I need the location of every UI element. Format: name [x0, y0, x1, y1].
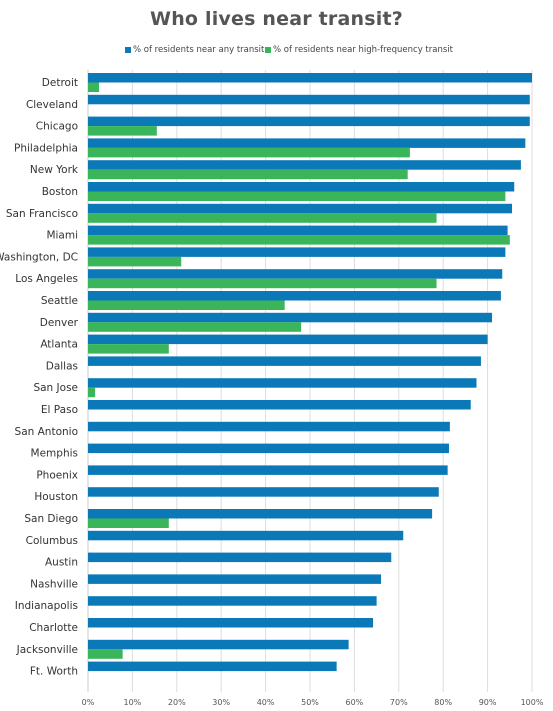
category-label-atlanta: Atlanta [40, 339, 78, 351]
bar-any-transit-el-paso [88, 400, 471, 410]
bar-high-frequency-seattle [88, 300, 285, 310]
x-tick-label: 30% [212, 698, 230, 707]
bar-any-transit-nashville [88, 574, 382, 584]
bar-high-frequency-san-diego [88, 518, 169, 528]
category-label-charlotte: Charlotte [29, 622, 78, 634]
legend: % of residents near any transit % of res… [0, 45, 553, 59]
bar-any-transit-atlanta [88, 334, 488, 345]
bar-high-frequency-philadelphia [88, 147, 410, 158]
category-label-indianapolis: Indianapolis [15, 600, 78, 612]
category-label-san-jose: San Jose [33, 382, 78, 394]
bar-any-transit-detroit [88, 73, 532, 83]
bar-any-transit-boston [88, 182, 515, 192]
bar-any-transit-new-york [88, 160, 521, 170]
category-label-nashville: Nashville [30, 578, 78, 590]
category-label-denver: Denver [40, 317, 79, 329]
category-label-el-paso: El Paso [41, 404, 78, 416]
bar-high-frequency-washington-dc [88, 256, 182, 267]
bar-any-transit-denver [88, 312, 493, 323]
category-label-los-angeles: Los Angeles [15, 273, 78, 285]
bar-any-transit-columbus [88, 530, 404, 541]
x-tick-label: 70% [390, 698, 408, 707]
category-label-san-diego: San Diego [24, 513, 78, 525]
category-label-san-antonio: San Antonio [15, 426, 78, 438]
bar-any-transit-houston [88, 487, 439, 497]
legend-item-any-transit: % of residents near any transit [125, 45, 264, 55]
bar-any-transit-los-angeles [88, 269, 503, 279]
bar-high-frequency-denver [88, 322, 302, 332]
bar-high-frequency-miami [88, 235, 510, 245]
bar-high-frequency-los-angeles [88, 278, 437, 289]
x-tick-label: 0% [82, 698, 95, 707]
category-label-philadelphia: Philadelphia [14, 142, 78, 154]
bar-any-transit-ft-worth [88, 661, 337, 672]
x-tick-label: 100% [521, 698, 544, 707]
bar-high-frequency-atlanta [88, 344, 169, 354]
bar-high-frequency-detroit [88, 82, 100, 92]
category-label-chicago: Chicago [36, 121, 78, 133]
category-label-columbus: Columbus [26, 535, 78, 547]
bar-any-transit-cleveland [88, 94, 530, 105]
bar-any-transit-indianapolis [88, 596, 377, 606]
x-tick-label: 50% [301, 698, 319, 707]
category-label-houston: Houston [34, 491, 78, 503]
category-label-austin: Austin [45, 557, 78, 569]
bar-high-frequency-san-jose [88, 387, 96, 398]
x-tick-label: 10% [124, 698, 142, 707]
bar-any-transit-dallas [88, 356, 481, 366]
bar-any-transit-washington-dc [88, 247, 506, 257]
legend-item-high-frequency: % of residents near high-frequency trans… [265, 45, 453, 55]
category-label-washington-dc: Washington, DC [0, 251, 78, 263]
bar-high-frequency-san-francisco [88, 213, 437, 223]
category-label-seattle: Seattle [41, 295, 78, 307]
x-tick-label: 80% [434, 698, 452, 707]
bar-any-transit-philadelphia [88, 138, 526, 148]
category-label-boston: Boston [42, 186, 78, 198]
bar-any-transit-memphis [88, 443, 449, 454]
x-tick-label: 20% [168, 698, 186, 707]
bar-any-transit-jacksonville [88, 639, 349, 650]
bar-any-transit-phoenix [88, 465, 448, 475]
legend-label-any-transit: % of residents near any transit [133, 45, 265, 55]
legend-swatch-any-transit [125, 47, 131, 53]
category-label-phoenix: Phoenix [36, 469, 78, 481]
category-label-memphis: Memphis [31, 448, 78, 460]
category-label-detroit: Detroit [42, 77, 78, 89]
bar-any-transit-miami [88, 225, 508, 236]
bar-any-transit-san-antonio [88, 421, 450, 432]
bar-high-frequency-new-york [88, 169, 408, 180]
legend-label-high-frequency: % of residents near high-frequency trans… [273, 45, 453, 55]
bar-any-transit-san-francisco [88, 203, 513, 214]
category-label-miami: Miami [46, 230, 78, 242]
category-label-cleveland: Cleveland [26, 99, 78, 111]
chart-title: Who lives near transit? [150, 8, 403, 30]
bar-any-transit-san-jose [88, 378, 477, 388]
legend-swatch-high-frequency [265, 47, 271, 53]
bar-any-transit-seattle [88, 291, 501, 301]
bar-any-transit-chicago [88, 116, 530, 127]
x-tick-label: 40% [257, 698, 275, 707]
bar-high-frequency-chicago [88, 126, 157, 136]
x-tick-label: 90% [479, 698, 497, 707]
category-label-ft-worth: Ft. Worth [30, 666, 78, 678]
category-label-new-york: New York [30, 164, 79, 176]
bar-high-frequency-jacksonville [88, 649, 123, 659]
category-label-jacksonville: Jacksonville [16, 644, 78, 656]
bar-any-transit-charlotte [88, 618, 374, 628]
bar-high-frequency-boston [88, 191, 506, 201]
category-label-san-francisco: San Francisco [6, 208, 78, 220]
bar-any-transit-austin [88, 552, 392, 563]
x-tick-label: 60% [346, 698, 364, 707]
bar-any-transit-san-diego [88, 509, 433, 519]
category-label-dallas: Dallas [46, 360, 78, 372]
